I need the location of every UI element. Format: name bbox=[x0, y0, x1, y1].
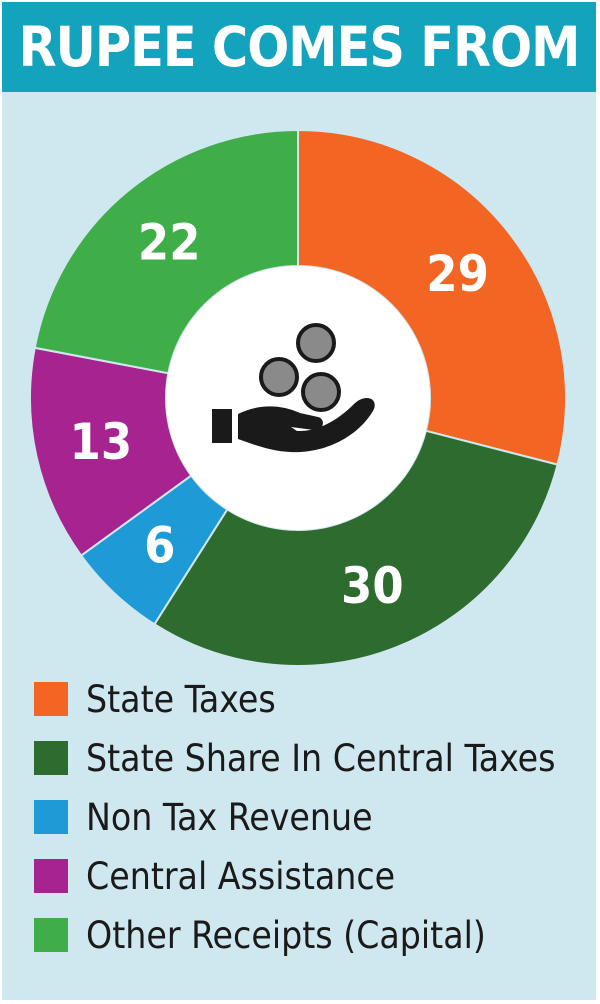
legend-label: Non Tax Revenue bbox=[86, 795, 373, 839]
value-label-non-tax-revenue: 6 bbox=[144, 516, 175, 574]
donut-center bbox=[166, 266, 430, 530]
legend-label: State Share In Central Taxes bbox=[86, 736, 556, 780]
legend-item-central-assistance: Central Assistance bbox=[34, 853, 395, 899]
legend-swatch bbox=[34, 859, 68, 893]
legend-item-state-taxes: State Taxes bbox=[34, 676, 276, 722]
value-label-state-taxes: 29 bbox=[426, 245, 489, 303]
slice-other-receipts-capital bbox=[33, 128, 299, 375]
legend-swatch bbox=[34, 918, 68, 952]
value-label-central-assistance: 13 bbox=[70, 413, 133, 471]
slice-value-labels: 29 30 613 22 bbox=[70, 213, 489, 614]
title-banner: RUPEE COMES FROM bbox=[2, 2, 596, 92]
value-label-state-share-in-central-taxes: 30 bbox=[341, 557, 404, 615]
hand-coins-icon bbox=[212, 323, 375, 453]
legend-item-state-share-in-central-taxes: State Share In Central Taxes bbox=[34, 735, 555, 781]
legend-item-non-tax-revenue: Non Tax Revenue bbox=[34, 794, 373, 840]
legend-label: Other Receipts (Capital) bbox=[86, 913, 486, 957]
legend-label: State Taxes bbox=[86, 677, 276, 721]
legend-swatch bbox=[34, 682, 68, 716]
legend-label: Central Assistance bbox=[86, 854, 396, 898]
value-label-other-receipts-capital: 22 bbox=[138, 213, 201, 271]
legend-item-other-receipts-capital: Other Receipts (Capital) bbox=[34, 912, 486, 958]
legend-swatch bbox=[34, 800, 68, 834]
donut-slices bbox=[29, 128, 567, 667]
legend-swatch bbox=[34, 741, 68, 775]
chart-title: RUPEE COMES FROM bbox=[18, 15, 581, 79]
